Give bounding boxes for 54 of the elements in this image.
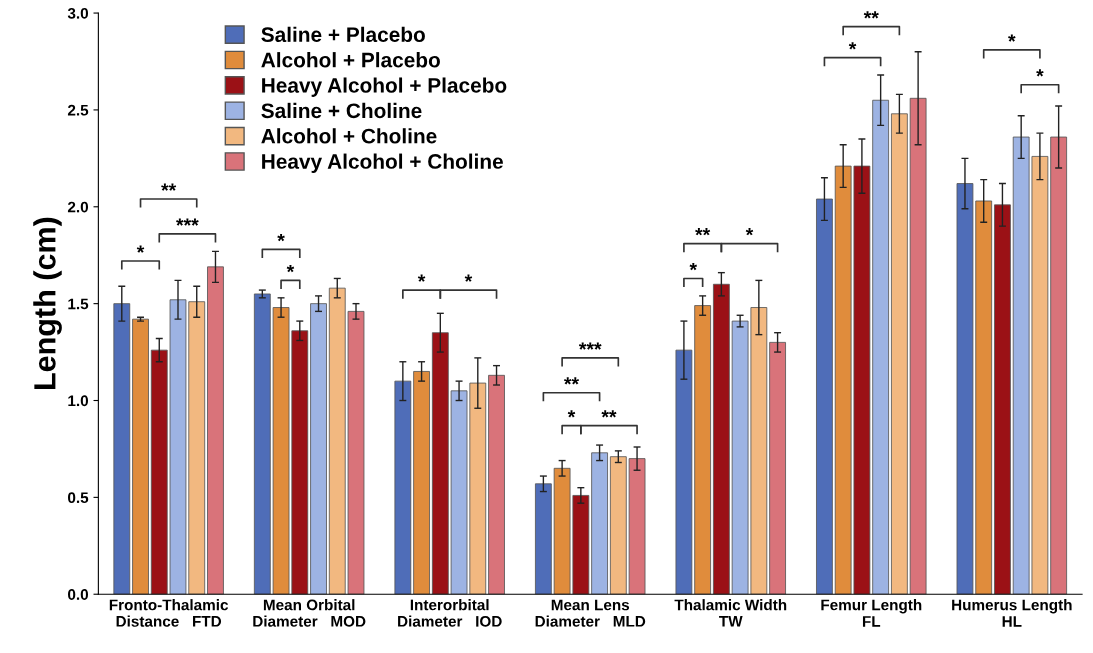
x-tick-label: Thalamic Width TW [674,599,787,627]
annotation: * [136,245,145,253]
bar [909,97,927,595]
bar [113,303,131,595]
annotation: * [745,228,754,236]
y-tick-label: 3.0 [67,7,89,19]
legend-label: Heavy Alcohol + Placebo [262,77,507,97]
legend-label: Alcohol + Placebo [261,52,440,68]
bar [413,371,430,595]
y-tick-label: 1.0 [68,395,89,407]
bar [132,318,149,595]
annotation: * [286,264,295,273]
bar [207,266,224,595]
x-tick-label: Humerus Length HL [952,599,1072,627]
bar [310,303,327,595]
annotation: * [277,233,285,242]
bar [394,380,412,595]
y-tick-label: 0.5 [68,492,89,504]
annotation: * [1036,69,1044,77]
legend-label: Alcohol + Choline [261,128,437,144]
annotation: * [848,42,857,50]
bar [488,374,505,595]
annotation: * [567,410,576,418]
bar [891,113,908,595]
x-tick-label: Fronto-Thalamic Distance FTD [109,599,229,627]
y-tick-label: 2.5 [67,104,89,116]
annotation: ** [695,228,711,236]
y-tick-label: 0.0 [68,589,89,600]
annotation: * [417,274,426,282]
annotation: * [464,274,473,282]
legend-label: Saline + Placebo [261,26,425,43]
annotation: * [1008,34,1016,42]
annotation: * [689,262,698,271]
bar [591,452,608,595]
x-tick-label: Mean Orbital Diameter MOD [253,599,366,627]
legend-label: Saline + Choline [261,102,422,119]
bar [994,204,1011,595]
legend-label: Heavy Alcohol + Choline [262,153,503,173]
x-tick-label: Femur Length FL [821,599,922,627]
annotation: *** [578,342,602,350]
bar [769,341,786,595]
annotation: ** [161,183,177,191]
x-tick-label: Mean Lens Diameter MLD [535,599,646,627]
y-axis-title: Length (cm) [33,217,62,390]
bar [713,283,730,595]
annotation: *** [176,218,199,226]
x-tick-label: Interorbital Diameter IOD [398,599,502,627]
annotation: ** [601,410,617,418]
bar [534,483,552,595]
y-tick-label: 2.0 [67,201,89,213]
annotation: ** [563,377,580,385]
annotation: ** [863,11,879,19]
y-tick-label: 1.5 [68,298,89,310]
bar [816,198,833,595]
